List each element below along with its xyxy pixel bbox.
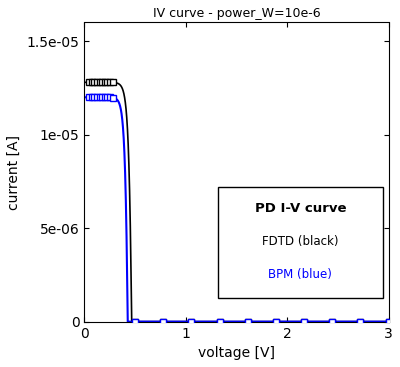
- X-axis label: voltage [V]: voltage [V]: [198, 346, 275, 360]
- FancyBboxPatch shape: [218, 187, 382, 298]
- Text: PD I-V curve: PD I-V curve: [255, 202, 346, 215]
- Text: BPM (blue): BPM (blue): [268, 268, 332, 281]
- Title: IV curve - power_W=10e-6: IV curve - power_W=10e-6: [153, 7, 320, 20]
- Text: FDTD (black): FDTD (black): [262, 235, 339, 248]
- Y-axis label: current [A]: current [A]: [7, 135, 21, 210]
